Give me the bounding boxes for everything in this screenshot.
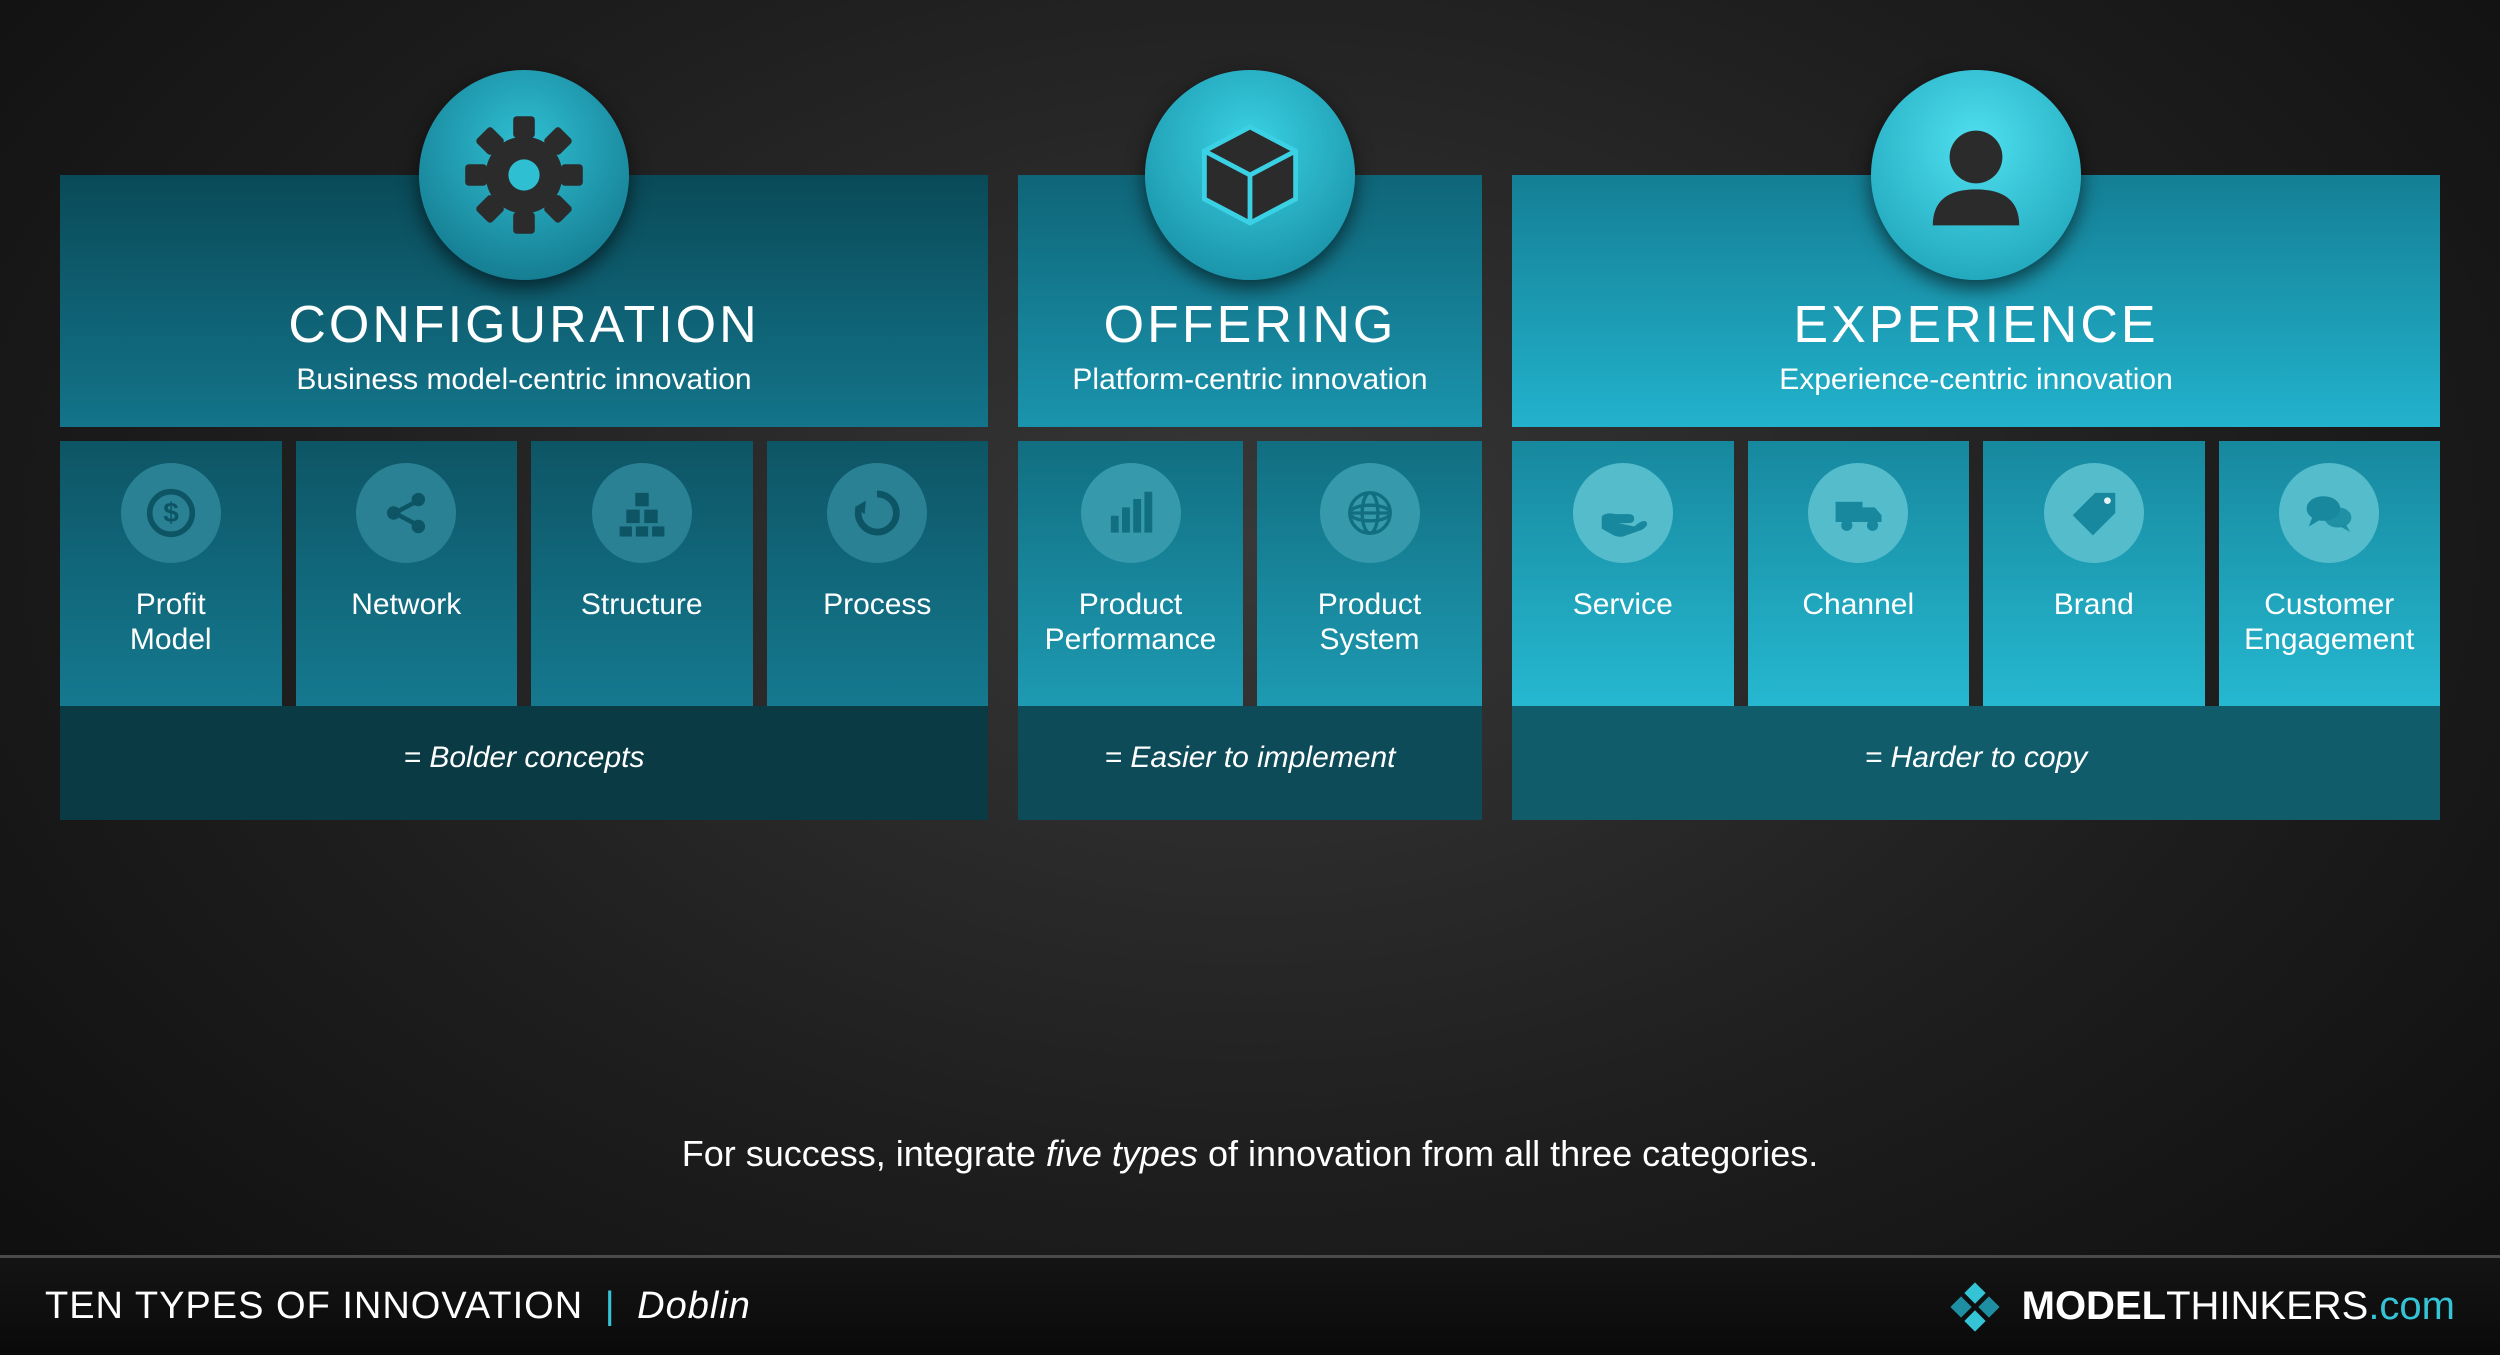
summary-text: For success, integrate five types of inn… [0,1133,2500,1175]
footer-title: TEN TYPES OF INNOVATION [45,1285,583,1327]
tile-label: Network [351,588,461,623]
configuration-tiles: $ ProfitModel Network Structure Process [60,441,988,706]
footer-author: Doblin [637,1285,751,1327]
tag-icon [2044,463,2144,563]
blocks-icon [592,463,692,563]
tile-label: Service [1573,588,1673,623]
gear-icon [419,70,629,280]
cube-icon [1145,70,1355,280]
brand-text: MODELTHINKERS.com [2022,1284,2455,1329]
tile-label: ProductPerformance [1045,588,1217,657]
tile-label: CustomerEngagement [2244,588,2414,657]
experience-tiles: Service Channel Brand CustomerEngagement [1512,441,2440,706]
hand-icon [1573,463,1673,563]
category-offering: OFFERING Platform-centric innovation Prod… [1018,70,1482,820]
tile-experience-2: Brand [1983,441,2205,706]
experience-title: EXPERIENCE [1532,295,2420,355]
tile-configuration-1: Network [296,441,518,706]
summary-suffix: of innovation from all three categories. [1198,1133,1818,1174]
tile-experience-1: Channel [1748,441,1970,706]
experience-icon-head [1512,70,2440,280]
brand-light: THINKERS [2166,1284,2368,1328]
categories-row: CONFIGURATION Business model-centric inn… [60,70,2440,820]
configuration-subtitle: Business model-centric innovation [80,363,968,397]
tile-label: Process [823,588,931,623]
footer-title-block: TEN TYPES OF INNOVATION | Doblin [45,1285,751,1328]
tile-offering-1: ProductSystem [1257,441,1482,706]
configuration-icon-head [60,70,988,280]
summary-prefix: For success, integrate [682,1133,1046,1174]
tile-configuration-3: Process [767,441,989,706]
offering-icon-head [1018,70,1482,280]
footer-bar: TEN TYPES OF INNOVATION | Doblin MODELTH… [0,1255,2500,1355]
brand-tld: .com [2368,1284,2455,1328]
chat-icon [2279,463,2379,563]
tile-label: Structure [581,588,703,623]
offering-title: OFFERING [1038,295,1462,355]
person-icon [1871,70,2081,280]
experience-caption: = Harder to copy [1512,706,2440,820]
footer-divider: | [605,1285,616,1327]
configuration-caption: = Bolder concepts [60,706,988,820]
summary-emphasis: five types [1046,1133,1198,1174]
truck-icon [1808,463,1908,563]
tile-label: ProductSystem [1318,588,1421,657]
share-icon [356,463,456,563]
dollar-icon: $ [121,463,221,563]
tile-label: Channel [1802,588,1914,623]
globe-icon [1320,463,1420,563]
brand-bold: MODEL [2022,1284,2166,1328]
bars-icon [1081,463,1181,563]
infographic-canvas: CONFIGURATION Business model-centric inn… [0,0,2500,1355]
tile-experience-3: CustomerEngagement [2219,441,2441,706]
brand-logo-icon [1946,1278,2004,1336]
configuration-title: CONFIGURATION [80,295,968,355]
offering-subtitle: Platform-centric innovation [1038,363,1462,397]
offering-tiles: ProductPerformance ProductSystem [1018,441,1482,706]
tile-experience-0: Service [1512,441,1734,706]
svg-text:$: $ [163,497,179,528]
experience-subtitle: Experience-centric innovation [1532,363,2420,397]
tile-configuration-2: Structure [531,441,753,706]
category-experience: EXPERIENCE Experience-centric innovation… [1512,70,2440,820]
footer-brand: MODELTHINKERS.com [1946,1278,2455,1336]
tile-label: ProfitModel [130,588,212,657]
cycle-icon [827,463,927,563]
category-configuration: CONFIGURATION Business model-centric inn… [60,70,988,820]
tile-label: Brand [2054,588,2134,623]
offering-caption: = Easier to implement [1018,706,1482,820]
tile-configuration-0: $ ProfitModel [60,441,282,706]
tile-offering-0: ProductPerformance [1018,441,1243,706]
